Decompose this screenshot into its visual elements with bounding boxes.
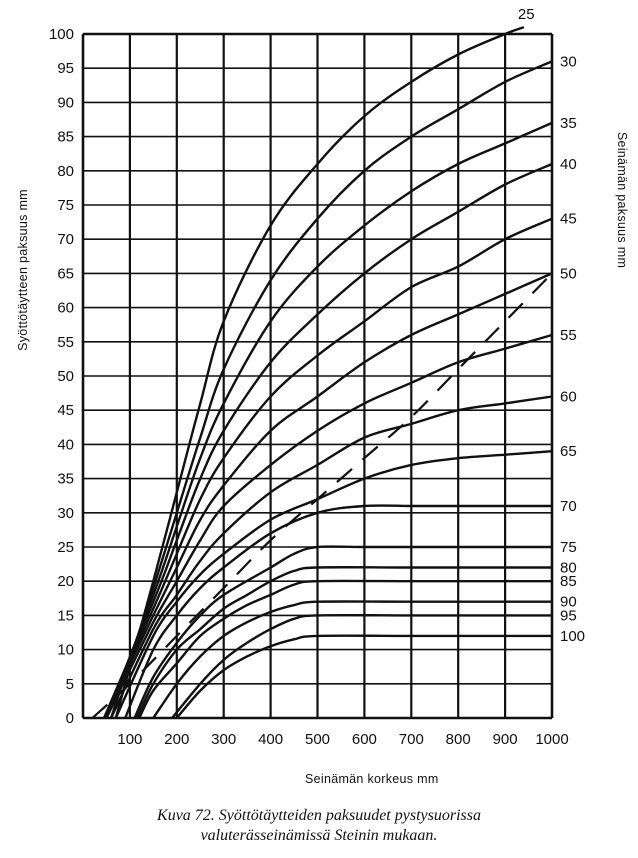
series-line-35 (105, 121, 553, 719)
series-line-85 (138, 579, 552, 719)
series-label: 45 (560, 211, 577, 228)
y-tick-label: 75 (57, 197, 74, 214)
x-tick-label: 800 (446, 731, 471, 748)
x-tick-label: 300 (211, 731, 236, 748)
series-line-70 (124, 504, 552, 719)
series-line-40 (102, 162, 553, 719)
y-axis-label: Syöttötäytteen paksuus mm (16, 189, 30, 351)
series-line-55 (105, 333, 553, 719)
x-tick-labels: 100 200 300 400 500 600 700 800 900 1000 (117, 731, 568, 748)
y-tick-label: 15 (57, 607, 74, 624)
series-label: 30 (560, 53, 577, 70)
y-tick-label: 25 (57, 539, 74, 556)
series-label: 75 (560, 539, 577, 556)
y-tick-label: 20 (57, 573, 74, 590)
y-tick-label: 10 (57, 642, 74, 659)
y-tick-label: 80 (57, 163, 74, 180)
caption-line-2: valuterässeinämissä Steinin mukaan. (200, 827, 438, 844)
x-tick-label: 200 (164, 731, 189, 748)
chart: 100 200 300 400 500 600 700 800 900 1000 0 5 10 15 20… (16, 6, 629, 786)
x-tick-label: 700 (399, 731, 424, 748)
series-line-90 (152, 600, 552, 719)
caption-line-1: Kuva 72. Syöttötäytteiden paksuudet pyst… (157, 807, 481, 824)
y-tick-labels: 0 5 10 15 20 25 30 35 40 45 50 55 60 65 70 75 80 85 90 95 10… (49, 26, 74, 727)
series-line-30 (109, 60, 553, 719)
series-line-45 (103, 217, 553, 719)
series-label: 95 (560, 607, 577, 624)
y-tick-label: 65 (57, 265, 74, 282)
figure-caption: Kuva 72. Syöttötäytteiden paksuudet pyst… (0, 806, 638, 846)
series-label: 55 (560, 327, 577, 344)
x-tick-label: 900 (493, 731, 518, 748)
x-tick-label: 1000 (535, 731, 568, 748)
series-line-50 (103, 272, 553, 719)
y-tick-label: 45 (57, 402, 74, 419)
series-label: 40 (560, 156, 577, 173)
y-tick-label: 90 (57, 94, 74, 111)
series-label: 80 (560, 560, 577, 577)
x-tick-label: 500 (305, 731, 330, 748)
series-line-25 (114, 26, 525, 719)
y-tick-label: 40 (57, 436, 74, 453)
series-label: 90 (560, 594, 577, 611)
y-tick-label: 100 (49, 26, 74, 43)
series-label: 60 (560, 389, 577, 406)
y-tick-label: 0 (66, 710, 74, 727)
series-line-100 (175, 634, 552, 719)
series-line-75 (133, 545, 552, 719)
y-tick-label: 60 (57, 300, 74, 317)
series-line-80 (135, 566, 552, 719)
series-line-60 (110, 395, 553, 719)
curves (102, 26, 553, 719)
y-tick-label: 5 (66, 676, 74, 693)
series-label: 35 (560, 115, 577, 132)
y-tick-label: 35 (57, 471, 74, 488)
series-line-65 (114, 450, 553, 719)
y-tick-label: 50 (57, 368, 74, 385)
x-tick-label: 100 (117, 731, 142, 748)
y-tick-label: 55 (57, 334, 74, 351)
series-line-95 (171, 613, 552, 719)
series-label: 25 (518, 6, 535, 23)
series-label: 70 (560, 498, 577, 515)
y-tick-label: 70 (57, 231, 74, 248)
series-label: 100 (560, 628, 585, 645)
y-tick-label: 85 (57, 129, 74, 146)
x-axis-label: Seinämän korkeus mm (305, 772, 439, 786)
x-tick-label: 600 (352, 731, 377, 748)
right-axis-label: Seinämän paksuus mm (615, 132, 629, 268)
series-label: 65 (560, 443, 577, 460)
y-tick-label: 95 (57, 60, 74, 77)
series-label: 85 (560, 573, 577, 590)
y-tick-label: 30 (57, 505, 74, 522)
x-tick-label: 400 (258, 731, 283, 748)
series-label: 50 (560, 265, 577, 282)
